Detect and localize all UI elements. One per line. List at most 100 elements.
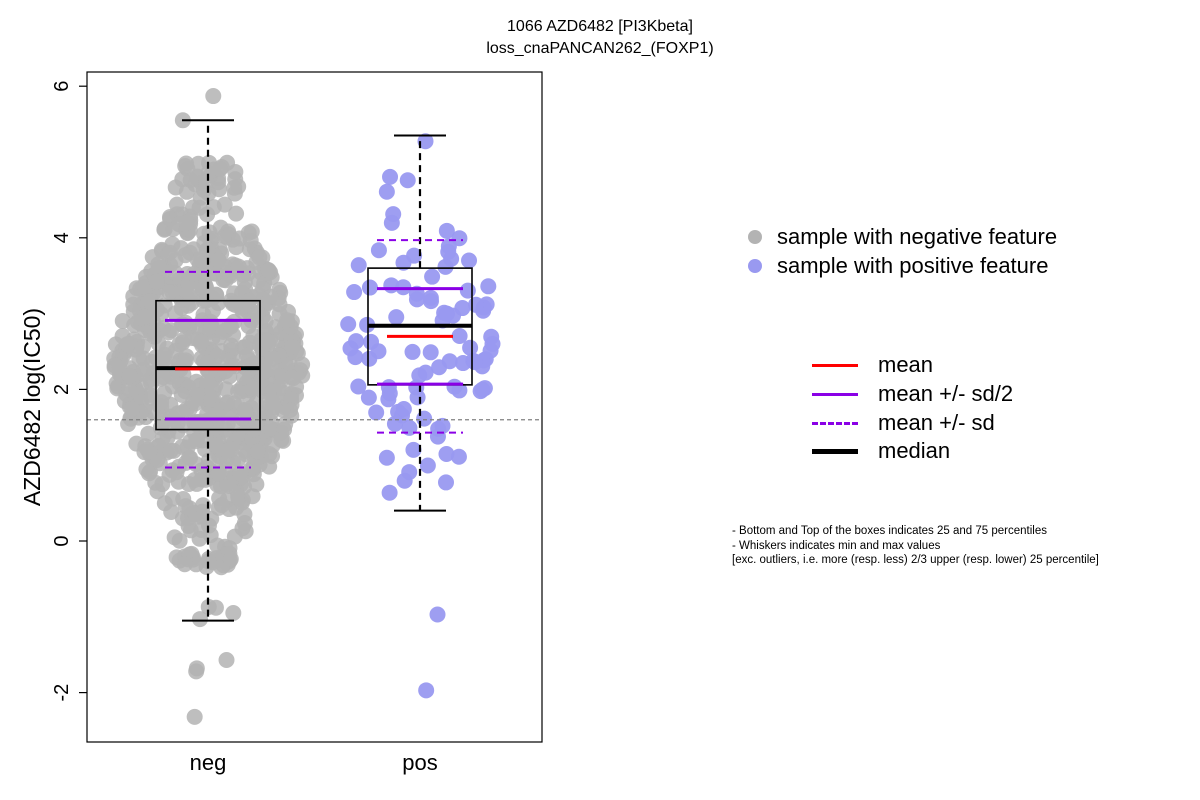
point-pos (382, 168, 399, 185)
point-neg (231, 230, 248, 247)
point-pos (350, 378, 367, 395)
point-pos (430, 420, 447, 437)
point-neg (228, 205, 245, 222)
point-neg (226, 528, 243, 545)
point-neg (264, 448, 281, 465)
point-neg (222, 550, 239, 567)
point-pos (361, 279, 378, 296)
point-neg (167, 179, 184, 196)
point-pos (399, 172, 416, 189)
point-neg (176, 556, 193, 573)
point-neg (170, 405, 187, 422)
legend-label-median: median (878, 438, 951, 463)
legend-item-mean-half-sd: mean +/- sd/2 (812, 381, 1013, 407)
point-pos (438, 445, 455, 462)
point-neg (210, 465, 227, 482)
point-neg (200, 185, 217, 202)
point-neg (205, 199, 222, 216)
point-pos (418, 682, 435, 699)
point-neg (181, 500, 198, 517)
y-tick-label: 6 (51, 81, 73, 92)
point-neg (160, 324, 177, 341)
point-neg (213, 497, 230, 514)
point-neg (173, 386, 190, 403)
point-pos (438, 222, 455, 239)
point-pos (482, 342, 499, 359)
point-neg (226, 179, 243, 196)
point-neg (211, 160, 228, 177)
point-neg (124, 401, 141, 418)
point-neg (200, 553, 217, 570)
point-neg (188, 660, 205, 677)
point-neg (167, 252, 184, 269)
point-neg (222, 318, 239, 335)
legend-marker-positive (748, 259, 762, 273)
point-pos (370, 343, 387, 360)
point-pos (340, 316, 357, 333)
legend-line-mean (812, 363, 858, 367)
point-neg (183, 295, 200, 312)
point-neg (294, 356, 311, 373)
point-pos (359, 316, 376, 333)
point-neg (258, 393, 275, 410)
point-pos (378, 183, 395, 200)
y-tick-label: -2 (51, 684, 73, 702)
point-pos (360, 389, 377, 406)
point-neg (138, 461, 155, 478)
point-pos (451, 230, 468, 247)
point-pos (467, 296, 484, 313)
legend-label-mean: mean (878, 352, 934, 377)
legend-label-positive: sample with positive feature (777, 253, 1049, 278)
point-neg (121, 367, 138, 384)
point-pos (417, 133, 434, 150)
point-neg (187, 395, 204, 412)
point-pos (466, 354, 483, 371)
point-neg (137, 438, 154, 455)
point-pos (429, 606, 446, 623)
point-neg (210, 252, 227, 269)
legend-label-negative: sample with negative feature (777, 224, 1058, 249)
legend-item-mean: mean (812, 352, 933, 378)
point-neg (230, 258, 247, 275)
point-neg (176, 331, 193, 348)
point-pos (438, 305, 455, 322)
legend-line-median (812, 448, 858, 454)
point-neg (148, 273, 165, 290)
point-neg (136, 308, 153, 325)
point-neg (259, 332, 276, 349)
point-pos (446, 378, 463, 395)
point-neg (208, 437, 225, 454)
note-line-3: [exc. outliers, i.e. more (resp. less) 2… (732, 554, 1099, 566)
point-pos (474, 381, 491, 398)
point-neg (125, 288, 142, 305)
point-neg (161, 284, 178, 301)
y-tick-label: 4 (51, 232, 73, 243)
point-neg (177, 158, 194, 175)
legend-line-mean-half-sd (812, 392, 858, 396)
point-neg (260, 262, 277, 279)
point-neg (262, 288, 279, 305)
point-neg (236, 401, 253, 418)
point-neg (182, 449, 199, 466)
y-axis-title: AZD6482 log(IC50) (19, 308, 45, 506)
point-neg (249, 443, 266, 460)
point-neg (262, 420, 279, 437)
point-pos (459, 282, 476, 299)
point-neg (279, 312, 296, 329)
point-pos (461, 252, 478, 269)
point-pos (419, 457, 436, 474)
point-pos (409, 389, 426, 406)
point-neg (106, 357, 123, 374)
point-neg (232, 465, 249, 482)
legend-item-negative: sample with negative feature (748, 224, 1057, 250)
point-neg (186, 265, 203, 282)
point-neg (178, 214, 195, 231)
point-neg (178, 348, 195, 365)
point-neg (200, 598, 217, 615)
point-pos (423, 293, 440, 310)
point-neg (283, 369, 300, 386)
point-neg (205, 88, 222, 105)
point-pos (404, 343, 421, 360)
point-neg (264, 350, 281, 367)
point-neg (191, 199, 208, 216)
